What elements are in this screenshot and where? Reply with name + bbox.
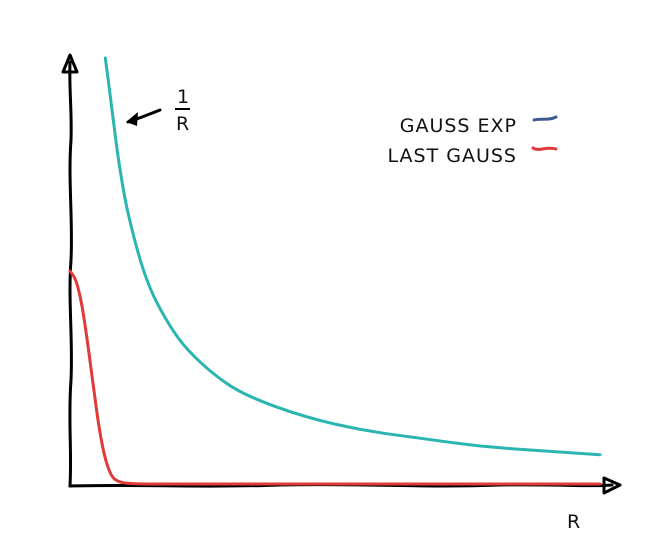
legend-label-gauss-exp: GAUSS EXP: [400, 115, 517, 137]
annotation-denominator: R: [176, 113, 190, 135]
x-axis-label: R: [567, 511, 581, 533]
legend: GAUSS EXP LAST GAUSS: [388, 115, 558, 167]
annotation-arrowhead: [126, 112, 138, 126]
series-1-over-r-line: [103, 56, 602, 457]
annotation-numerator: 1: [177, 86, 190, 108]
series-last-gauss-line: [68, 269, 602, 486]
legend-swatch-gauss-exp: [532, 115, 558, 122]
y-axis-arrowhead: [61, 53, 79, 74]
one-over-r-annotation: 1 R: [126, 86, 190, 135]
x-axis-arrowhead: [602, 476, 622, 495]
legend-label-last-gauss: LAST GAUSS: [388, 145, 517, 167]
y-axis: [68, 60, 73, 488]
legend-swatch-last-gauss: [531, 146, 558, 151]
